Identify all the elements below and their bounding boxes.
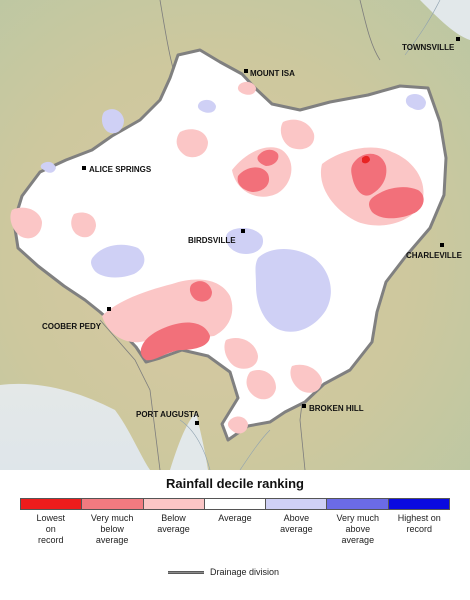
patch-below-12 (237, 81, 256, 95)
legend-color-bar (20, 498, 450, 510)
patch-below-4 (176, 129, 208, 158)
legend-label-above-average: Above average (280, 513, 313, 534)
city-markers: MOUNT ISA TOWNSVILLE ALICE SPRINGS BIRDS… (42, 37, 463, 425)
patch-above-5 (197, 99, 216, 113)
patch-below-6 (71, 212, 96, 238)
patch-vmb-4 (369, 187, 424, 219)
legend-label-average: Average (218, 513, 252, 523)
legend-label-below-average: Below average (157, 513, 190, 534)
patch-above-6 (405, 94, 426, 110)
swatch-lowest-on-record (21, 499, 83, 509)
patch-vmb-2 (257, 149, 279, 166)
legend-label-highest-on-record: Highest on record (397, 513, 441, 534)
swatch-very-much-above-average (327, 499, 389, 509)
patch-below-10 (290, 364, 322, 393)
city-broken-hill: BROKEN HILL (302, 404, 364, 413)
patch-vmb-6 (140, 322, 210, 361)
city-label-birdsville: BIRDSVILLE (188, 236, 236, 245)
patch-lowest-1 (362, 155, 370, 164)
patch-vmb-5 (189, 281, 212, 302)
legend-label-very-much-below-average: Very much below average (90, 513, 134, 545)
patch-above-2 (91, 244, 145, 278)
city-label-broken-hill: BROKEN HILL (309, 404, 364, 413)
city-label-alice-springs: ALICE SPRINGS (89, 165, 152, 174)
sea-bottom-left (0, 383, 150, 470)
rivers (179, 0, 441, 470)
swatch-below-average (143, 499, 205, 509)
very-much-below-areas (140, 149, 424, 361)
sea-top-right (420, 0, 470, 40)
city-mount-isa: MOUNT ISA (244, 69, 295, 78)
lowest-on-record-areas (362, 155, 370, 164)
patch-above-7 (40, 161, 56, 173)
city-townsville: TOWNSVILLE (402, 37, 460, 52)
city-birdsville: BIRDSVILLE (188, 229, 245, 245)
swatch-average (204, 499, 267, 509)
patch-above-4 (101, 109, 124, 134)
patch-below-11 (227, 416, 248, 434)
legend-labels: Lowest on record Very much below average… (20, 513, 450, 546)
patch-vmb-1 (237, 167, 270, 192)
patch-below-9 (246, 369, 276, 400)
city-coober-pedy: COOBER PEDY (42, 307, 111, 331)
city-alice-springs: ALICE SPRINGS (82, 165, 152, 174)
city-charleville: CHARLEVILLE (406, 243, 463, 260)
city-label-charleville: CHARLEVILLE (406, 251, 463, 260)
patch-above-3 (226, 228, 264, 254)
city-label-port-augusta: PORT AUGUSTA (136, 410, 199, 419)
swatch-very-much-below-average (82, 499, 144, 509)
swatch-above-average (266, 499, 328, 509)
city-label-townsville: TOWNSVILLE (402, 43, 455, 52)
legend-title: Rainfall decile ranking (166, 476, 304, 491)
city-label-mount-isa: MOUNT ISA (250, 69, 295, 78)
drainage-division-label: Drainage division (210, 567, 280, 577)
sea-spencer-gulf (170, 412, 208, 470)
patch-vmb-3 (351, 153, 387, 196)
legend-label-very-much-above-average: Very much above average (336, 513, 380, 545)
drainage-division-line-swatch (168, 570, 204, 574)
rainfall-map: MOUNT ISA TOWNSVILLE ALICE SPRINGS BIRDS… (0, 0, 470, 470)
city-port-augusta: PORT AUGUSTA (136, 410, 199, 425)
patch-below-2 (280, 119, 315, 150)
city-label-coober-pedy: COOBER PEDY (42, 322, 102, 331)
patch-below-5 (10, 207, 42, 239)
above-average-areas (40, 94, 426, 332)
patch-below-8 (224, 337, 258, 369)
legend-label-lowest-on-record: Lowest on record (36, 513, 65, 545)
swatch-highest-on-record (388, 499, 449, 509)
drainage-division-key: Drainage division (168, 567, 279, 577)
patch-above-1 (255, 249, 331, 332)
